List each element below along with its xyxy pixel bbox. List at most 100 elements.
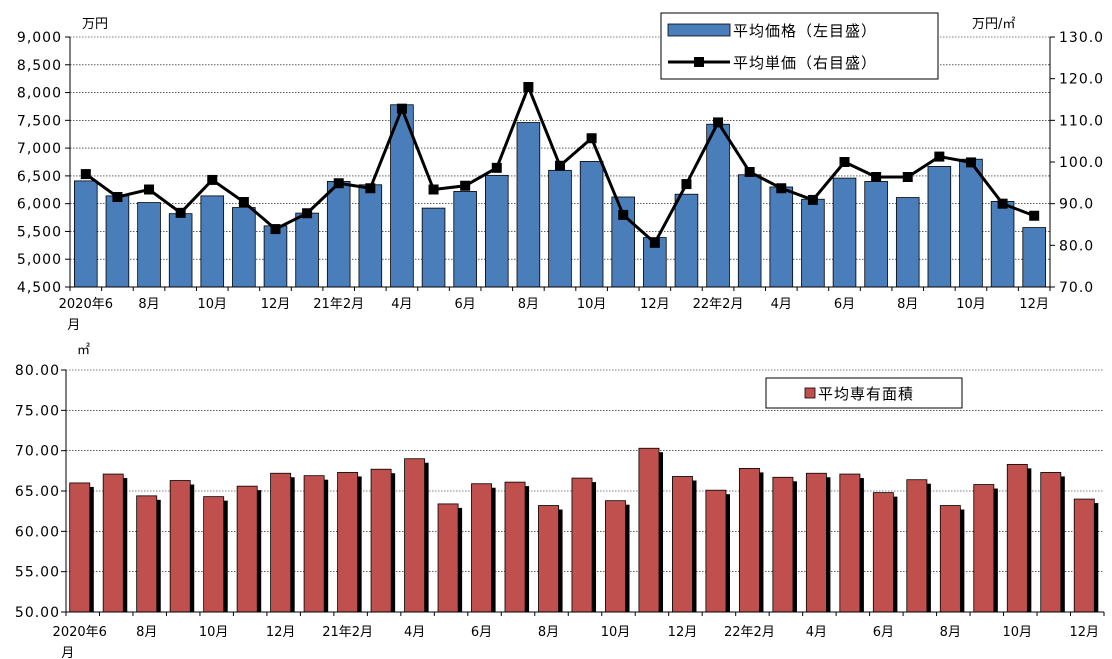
bar-area — [437, 503, 459, 613]
x-tick-label: 8月 — [136, 625, 157, 640]
legend-label: 平均単価（右目盛） — [733, 54, 877, 72]
x-tick-label: 12月 — [640, 297, 670, 312]
bar-price — [232, 207, 256, 288]
marker-unit-price — [365, 183, 376, 194]
x-tick-label: 2020年6 — [59, 297, 113, 312]
marker-unit-price — [713, 117, 724, 128]
x-tick-label: 4月 — [391, 297, 412, 312]
bar-area — [102, 473, 124, 613]
bar-area — [236, 485, 258, 613]
marker-unit-price — [807, 194, 818, 205]
bar-price — [168, 213, 193, 288]
bar-area — [1006, 463, 1028, 613]
x-tick-label: 12月 — [668, 625, 698, 640]
bar-area — [504, 481, 526, 613]
bar-area — [136, 495, 158, 613]
marker-unit-price — [523, 82, 534, 92]
y-tick-label: 70.00 — [15, 444, 60, 460]
x-tick-label-line2: 月 — [61, 646, 74, 659]
x-tick-label: 2020年6 — [53, 625, 107, 640]
bar-area — [69, 482, 91, 613]
bar-area — [337, 472, 359, 613]
y-tick-label-left: 6,000 — [17, 197, 62, 213]
y-tick-label: 60.00 — [15, 524, 60, 540]
x-tick-label: 12月 — [1069, 625, 1099, 640]
bar-area — [1073, 498, 1095, 613]
y-tick-label-right: 100.0 — [1059, 155, 1104, 171]
bar-area — [638, 447, 660, 613]
bar-price — [421, 207, 446, 288]
bar-area — [839, 473, 861, 613]
y-tick-label-right: 110.0 — [1059, 113, 1104, 129]
y-tick-label-left: 6,500 — [17, 169, 62, 185]
bar-area — [772, 476, 794, 613]
marker-unit-price — [112, 192, 123, 202]
marker-unit-price — [144, 184, 155, 195]
area-chart: 50.00 55.00 60.00 65.00 70.00 75.00 80.00 ㎡ 2020… — [15, 343, 1105, 659]
bar-area — [672, 476, 693, 613]
legend-swatch-marker — [694, 57, 704, 67]
x-tick-label: 10月 — [199, 625, 229, 640]
bar-area — [939, 505, 961, 613]
legend-box — [765, 377, 963, 409]
marker-unit-price — [80, 169, 91, 180]
bar-area — [538, 505, 559, 613]
x-tick-label: 4月 — [771, 297, 792, 312]
y-tick-label-right: 90.0 — [1059, 197, 1094, 213]
price-chart: 4,500 5,000 5,500 6,000 6,500 7,000 7,500 8,000… — [17, 12, 1104, 333]
marker-unit-price — [997, 198, 1008, 209]
y-tick-label: 80.00 — [15, 363, 60, 379]
bar-price — [927, 166, 952, 288]
y-axis-unit-right: 万円/㎡ — [972, 17, 1015, 32]
bar-price — [769, 186, 794, 288]
y-tick-label: 75.00 — [15, 403, 60, 419]
bar-price — [674, 193, 699, 288]
y-tick-label-left: 5,000 — [17, 252, 62, 268]
bar-price — [263, 225, 288, 288]
x-tick-label: 12月 — [261, 297, 291, 312]
bar-price — [737, 174, 762, 288]
marker-unit-price — [491, 162, 502, 173]
y-tick-label-right: 70.0 — [1059, 280, 1094, 296]
legend-label: 平均価格（左目盛） — [733, 22, 877, 40]
bar-area — [270, 472, 292, 613]
bar-price — [548, 169, 572, 288]
x-tick-label: 8月 — [518, 297, 539, 312]
bar-area — [203, 496, 225, 613]
x-tick-label: 8月 — [897, 297, 918, 312]
x-tick-label: 4月 — [806, 625, 827, 640]
marker-unit-price — [871, 172, 882, 182]
bar-price — [326, 181, 351, 288]
y-axis-unit-left: 万円 — [82, 17, 108, 32]
y-axis-unit: ㎡ — [77, 343, 90, 358]
bar-area — [973, 484, 995, 613]
x-tick-label: 10月 — [197, 297, 227, 312]
bar-area — [169, 480, 191, 613]
bar-price — [895, 197, 920, 288]
bar-price — [832, 177, 857, 288]
bar-price — [801, 198, 825, 288]
y-tick-label-left: 8,000 — [17, 86, 62, 102]
bar-price — [358, 184, 383, 288]
bar-price — [959, 158, 983, 288]
x-tick-label: 8月 — [538, 625, 559, 640]
x-tick-label: 6月 — [471, 625, 492, 640]
marker-unit-price — [839, 157, 850, 167]
legend-label: 平均専有面積 — [818, 385, 914, 403]
x-tick-label: 22年2月 — [693, 297, 744, 312]
bar-price — [706, 123, 730, 288]
x-tick-label-line2: 月 — [67, 318, 80, 333]
bar-area — [705, 489, 727, 613]
legend-swatch-bar — [804, 387, 816, 399]
x-tick-label: 10月 — [1003, 625, 1033, 640]
marker-unit-price — [776, 183, 787, 194]
y-tick-label: 50.00 — [15, 605, 60, 621]
marker-unit-price — [270, 224, 281, 235]
marker-unit-price — [428, 184, 439, 195]
x-tick-label: 22年2月 — [724, 625, 775, 640]
bar-price — [990, 201, 1015, 288]
x-tick-label: 10月 — [956, 297, 986, 312]
x-tick-label: 21年2月 — [313, 297, 364, 312]
x-tick-label: 8月 — [138, 297, 159, 312]
